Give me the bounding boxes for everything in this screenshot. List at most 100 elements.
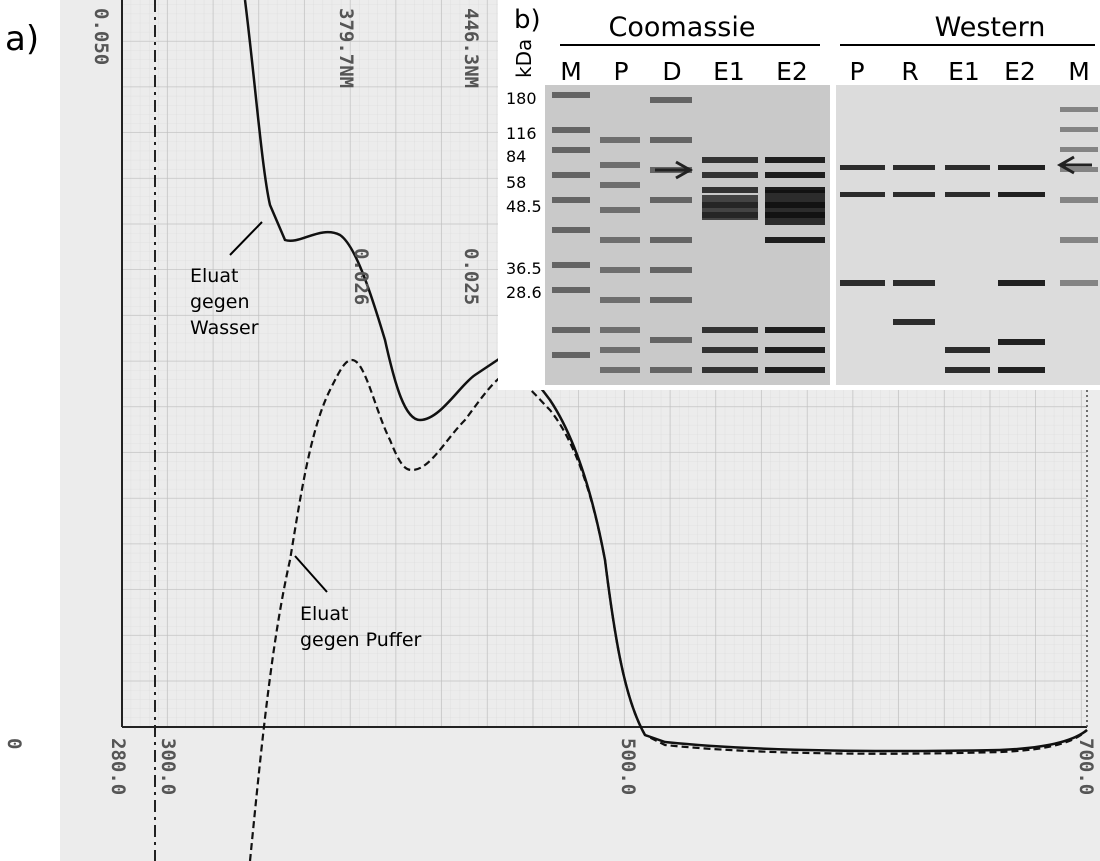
recorder-label: 0.026: [350, 248, 372, 305]
band: [552, 227, 590, 233]
band: [552, 127, 590, 133]
band: [998, 367, 1045, 373]
band: [1060, 107, 1098, 112]
annotation: gegen Puffer: [300, 629, 422, 651]
band: [600, 327, 640, 333]
pointer: [229, 221, 263, 256]
band: [702, 187, 758, 193]
band: [552, 352, 590, 358]
band: [702, 172, 758, 178]
band: [765, 347, 825, 353]
gel-western: [836, 85, 1100, 385]
unit-label: kDa: [512, 39, 536, 78]
marker-label: 180: [506, 89, 537, 108]
band: [998, 165, 1045, 170]
marker-label: 84: [506, 147, 526, 166]
band: [765, 190, 825, 225]
recorder-label: 300.0: [157, 738, 179, 795]
band: [600, 137, 640, 143]
recorder-label: 379.7NM: [335, 8, 357, 88]
band: [702, 195, 758, 220]
group-title: Western: [935, 12, 1046, 43]
band: [552, 287, 590, 293]
lane-label: E2: [1004, 57, 1036, 86]
marker-label: 58: [506, 173, 526, 192]
recorder-label: 700.0: [1075, 738, 1097, 795]
band: [552, 327, 590, 333]
band: [702, 347, 758, 353]
band: [945, 192, 990, 197]
band: [650, 97, 692, 103]
band: [702, 157, 758, 163]
band: [945, 165, 990, 170]
lane-label: D: [662, 57, 681, 86]
band: [552, 172, 590, 178]
lane-label: P: [613, 57, 628, 86]
band: [702, 327, 758, 333]
marker-label: 116: [506, 124, 537, 143]
arrow: [1056, 155, 1092, 175]
band: [552, 147, 590, 153]
band: [765, 172, 825, 178]
band: [650, 137, 692, 143]
band: [600, 207, 640, 213]
band: [552, 197, 590, 203]
band: [1060, 197, 1098, 203]
band: [945, 347, 990, 353]
band: [893, 165, 935, 170]
band: [1060, 147, 1098, 152]
band: [650, 237, 692, 243]
panel-label: a): [5, 19, 39, 59]
recorder-label: 500.0: [617, 738, 639, 795]
lane-label: M: [1068, 57, 1090, 86]
band: [1060, 237, 1098, 243]
band: [893, 319, 935, 325]
band: [650, 197, 692, 203]
band: [840, 192, 885, 197]
band: [945, 367, 990, 373]
band: [600, 347, 640, 353]
gel-coomassie: [545, 85, 830, 385]
band: [893, 192, 935, 197]
band: [600, 237, 640, 243]
band: [600, 267, 640, 273]
band: [765, 237, 825, 243]
recorder-label: 0.025: [460, 248, 482, 305]
band: [1060, 167, 1098, 172]
band: [600, 297, 640, 303]
marker-label: 36.5: [506, 259, 542, 278]
band: [998, 339, 1045, 345]
band: [893, 280, 935, 286]
lane-label: M: [560, 57, 582, 86]
band: [650, 297, 692, 303]
band: [552, 262, 590, 268]
lane-label: E1: [948, 57, 980, 86]
band: [552, 92, 590, 98]
band: [765, 327, 825, 333]
band: [765, 157, 825, 163]
recorder-label: 0: [3, 738, 25, 749]
pointer: [294, 555, 328, 593]
bands: [552, 92, 1098, 373]
band: [600, 182, 640, 188]
band: [1060, 280, 1098, 286]
band: [840, 280, 885, 286]
lane-label: E1: [713, 57, 745, 86]
panel-label: b): [514, 5, 541, 35]
recorder-label: 0.050: [90, 8, 112, 65]
band: [600, 162, 640, 168]
band: [840, 165, 885, 170]
band: [650, 367, 692, 373]
annotation: Eluat: [190, 265, 238, 287]
lane-label: E2: [776, 57, 808, 86]
band: [600, 367, 640, 373]
lane-label: R: [901, 57, 918, 86]
annotation: Wasser: [190, 317, 259, 339]
arrow: [655, 160, 694, 180]
band: [998, 280, 1045, 286]
band: [650, 337, 692, 343]
band: [702, 367, 758, 373]
marker-label: 48.5: [506, 197, 542, 216]
lane-label: P: [849, 57, 864, 86]
